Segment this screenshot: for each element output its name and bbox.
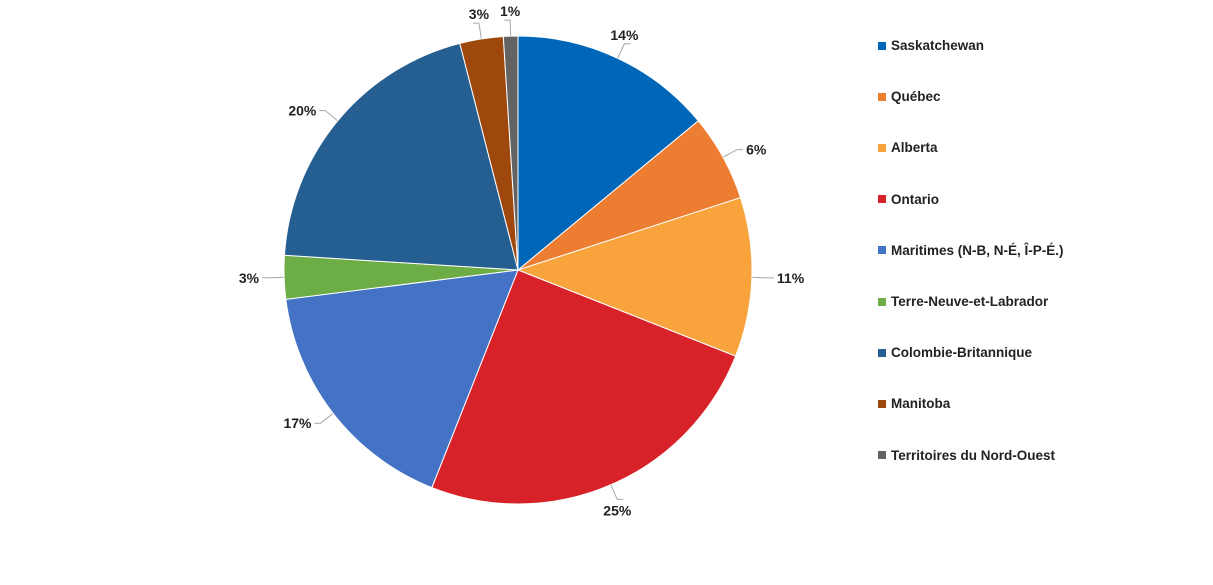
leader-line-manitoba — [472, 22, 483, 41]
legend-swatch — [878, 143, 886, 152]
legend-item-quebec: Québec — [878, 71, 1198, 122]
pie-slice-colombie-britannique — [283, 42, 519, 271]
data-label-colombie-britannique: 20% — [288, 103, 317, 119]
legend-label: Manitoba — [891, 396, 951, 412]
pie-slice-alberta — [516, 197, 753, 357]
data-labels: 14% 6% 11% 25% 17% 3% 20% 3% 1% — [239, 3, 805, 518]
legend: Saskatchewan Québec Alberta Ontario Maritime… — [878, 20, 1198, 481]
legend-item-territoires-du-nord-ouest: Territoires du Nord-Ouest — [878, 430, 1198, 481]
leader-line-maritimes-n-b-n-e-i-p-e — [314, 411, 336, 424]
legend-label: Terre-Neuve-et-Labrador — [891, 294, 1049, 310]
legend-item-alberta: Alberta — [878, 122, 1198, 173]
data-label-manitoba: 3% — [469, 6, 490, 22]
data-label-alberta: 11% — [777, 270, 805, 286]
legend-label: Maritimes (N-B, N-É, Î-P-É.) — [891, 242, 1064, 258]
legend-swatch — [878, 451, 886, 460]
legend-label: Colombie-Britannique — [891, 345, 1032, 361]
legend-item-ontario: Ontario — [878, 174, 1198, 225]
legend-swatch — [878, 348, 886, 357]
data-label-saskatchewan: 14% — [610, 27, 639, 43]
data-label-terre-neuve-et-labrador: 3% — [239, 270, 260, 286]
legend-label: Saskatchewan — [891, 38, 985, 54]
legend-swatch — [878, 41, 886, 50]
leader-line-ontario — [609, 482, 624, 500]
data-label-quebec: 6% — [746, 142, 767, 158]
legend-label: Alberta — [891, 140, 938, 156]
leader-line-colombie-britannique — [319, 110, 340, 123]
leader-line-quebec — [721, 149, 744, 159]
legend-label: Territoires du Nord-Ouest — [891, 447, 1056, 463]
legend-item-colombie-britannique: Colombie-Britannique — [878, 327, 1198, 378]
pie-slice-territoires-du-nord-ouest — [502, 35, 519, 271]
pie-slice-ontario — [431, 269, 737, 505]
data-label-maritimes-n-b-n-e-i-p-e: 17% — [283, 415, 312, 431]
legend-swatch — [878, 195, 886, 204]
pie-slice-maritimes-n-b-n-e-i-p-e — [285, 269, 519, 489]
leader-lines — [262, 19, 774, 500]
legend-label: Québec — [891, 89, 941, 105]
legend-swatch — [878, 297, 886, 306]
data-label-territoires-du-nord-ouest: 1% — [500, 3, 521, 19]
legend-swatch — [878, 399, 886, 408]
legend-swatch — [878, 92, 886, 101]
leader-line-alberta — [749, 276, 774, 279]
legend-item-saskatchewan: Saskatchewan — [878, 20, 1198, 71]
pie-slice-saskatchewan — [517, 35, 700, 272]
leader-line-saskatchewan — [616, 43, 631, 61]
pie-slices — [283, 35, 753, 505]
leader-line-territoires-du-nord-ouest — [504, 19, 512, 39]
legend-label: Ontario — [891, 191, 940, 207]
legend-item-maritimes-n-b-n-e-i-p-e: Maritimes (N-B, N-É, Î-P-É.) — [878, 225, 1198, 276]
legend-swatch — [878, 246, 886, 255]
data-label-ontario: 25% — [603, 502, 632, 518]
leader-line-terre-neuve-et-labrador — [262, 276, 287, 279]
legend-item-manitoba: Manitoba — [878, 378, 1198, 429]
legend-item-terre-neuve-et-labrador: Terre-Neuve-et-Labrador — [878, 276, 1198, 327]
